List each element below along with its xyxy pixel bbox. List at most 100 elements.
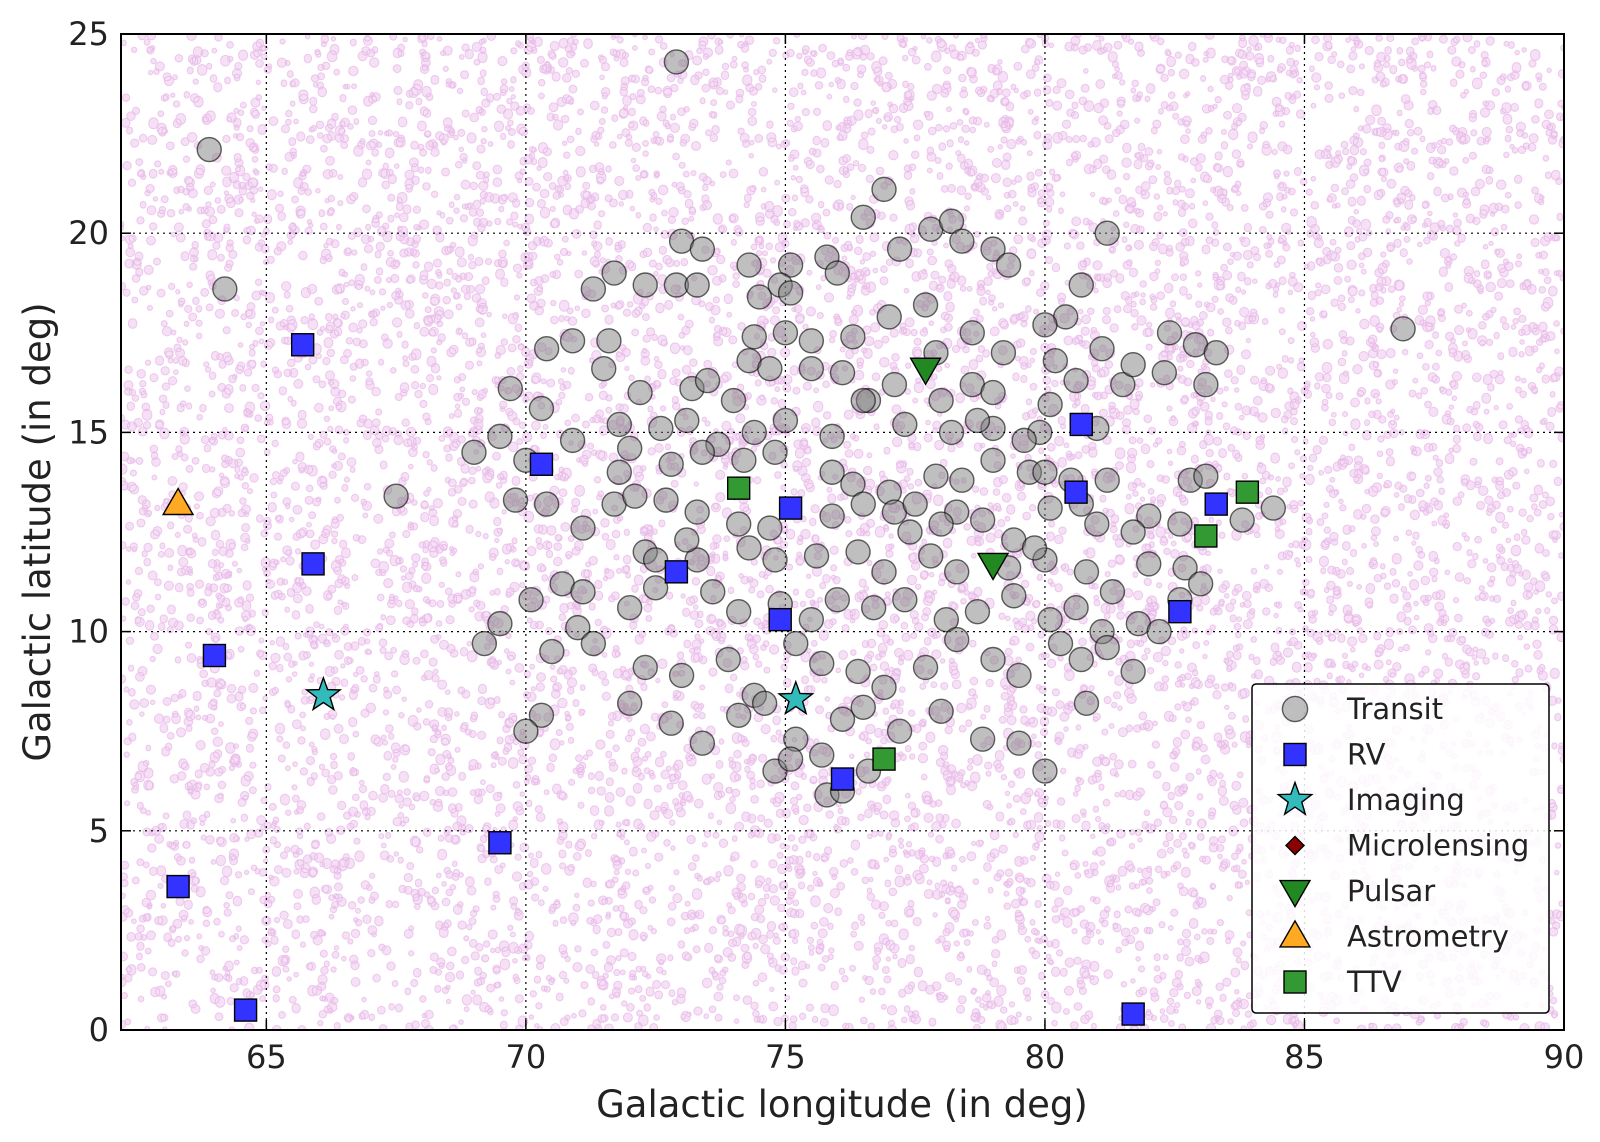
transit-point xyxy=(725,598,752,625)
legend-box xyxy=(1251,683,1550,1014)
transit-point xyxy=(736,535,762,561)
transit-point xyxy=(559,328,586,354)
transit-point xyxy=(1390,316,1416,342)
transit-point xyxy=(1094,634,1120,661)
transit-point xyxy=(871,674,897,701)
transit-point xyxy=(518,587,544,613)
y-axis-label: Galactic latitude (in deg) xyxy=(16,302,59,761)
transit-point xyxy=(783,630,809,657)
imaging-point xyxy=(304,675,343,712)
transit-point xyxy=(938,419,965,446)
transit-point xyxy=(798,606,825,633)
transit-point xyxy=(694,367,721,394)
y-tick-label: 25 xyxy=(68,15,109,53)
transit-point xyxy=(471,630,498,657)
transit-point xyxy=(819,503,845,529)
transit-point xyxy=(580,276,607,302)
transit-point xyxy=(1094,467,1120,493)
transit-point xyxy=(383,483,409,509)
transit-point xyxy=(1001,583,1027,609)
transit-point xyxy=(1136,551,1162,577)
transit-point xyxy=(1011,427,1037,454)
transit-point xyxy=(1187,571,1214,597)
field-stars xyxy=(121,34,1564,1030)
pulsar-point xyxy=(909,357,942,386)
transit-point xyxy=(1156,320,1183,346)
series-astrometry xyxy=(161,487,195,516)
transit-point xyxy=(700,579,726,605)
transit-point xyxy=(1229,507,1255,533)
transit-point xyxy=(980,236,1006,262)
transit-point xyxy=(964,598,991,625)
transit-point xyxy=(809,742,835,768)
transit-point xyxy=(622,483,648,509)
transit-point xyxy=(751,690,778,717)
transit-point xyxy=(746,284,773,310)
transit-point xyxy=(1032,459,1058,485)
transit-point xyxy=(1073,690,1100,717)
rv-point xyxy=(202,643,227,668)
transit-point xyxy=(757,515,783,541)
transit-point xyxy=(824,587,851,613)
transit-point xyxy=(949,228,975,254)
y-tick-label: 10 xyxy=(68,613,109,651)
rv-point xyxy=(1064,480,1088,504)
transit-point xyxy=(1094,220,1120,246)
transit-point xyxy=(943,559,970,585)
transit-point xyxy=(809,650,835,677)
legend-marker-ttv xyxy=(1283,970,1307,994)
transit-point xyxy=(674,407,700,434)
transit-point xyxy=(580,630,607,657)
rv-point xyxy=(166,874,190,899)
rv-point xyxy=(768,607,792,632)
transit-point xyxy=(616,435,643,462)
transit-point xyxy=(1032,758,1058,784)
transit-point xyxy=(762,439,788,466)
transit-point xyxy=(918,543,944,569)
transit-point xyxy=(850,204,876,230)
transit-point xyxy=(902,491,928,517)
transit-point xyxy=(1120,351,1146,378)
transit-point xyxy=(959,320,985,346)
transit-point xyxy=(731,447,757,473)
transit-point xyxy=(1260,495,1287,521)
transit-point xyxy=(497,375,523,402)
transit-point xyxy=(1172,555,1198,581)
transit-point xyxy=(591,355,617,382)
transit-point xyxy=(616,594,643,621)
transit-point xyxy=(570,515,596,541)
transit-point xyxy=(912,654,939,681)
transit-point xyxy=(762,547,788,573)
transit-point xyxy=(969,507,996,533)
imaging-point xyxy=(777,679,815,716)
transit-point xyxy=(1084,511,1110,537)
transit-point xyxy=(933,606,960,633)
transit-point xyxy=(674,527,700,553)
transit-point xyxy=(196,136,222,163)
transit-point xyxy=(1006,730,1032,756)
series-ttv xyxy=(726,476,1260,771)
transit-point xyxy=(528,395,555,422)
x-tick-label: 90 xyxy=(1544,1038,1585,1076)
transit-point xyxy=(632,654,658,681)
legend-marker-microlensing xyxy=(1285,835,1305,856)
transit-point xyxy=(689,439,716,466)
transit-point xyxy=(824,260,851,286)
transit-point xyxy=(1110,371,1136,398)
transit-point xyxy=(1099,579,1126,605)
transit-point xyxy=(897,519,923,545)
transit-point xyxy=(533,491,560,517)
transit-point xyxy=(772,320,799,346)
rv-point xyxy=(529,452,554,476)
transit-point xyxy=(1120,658,1146,685)
transit-point xyxy=(684,272,710,298)
transit-point xyxy=(777,280,804,306)
transit-point xyxy=(502,487,529,513)
transit-point xyxy=(829,706,856,732)
data-points xyxy=(161,49,1416,1026)
rv-point xyxy=(488,831,512,855)
rv-point xyxy=(1204,492,1228,516)
rv-point xyxy=(1069,412,1093,437)
y-tick-label: 5 xyxy=(89,812,109,850)
axis-ticks: 65 70 75 80 85 90 0 5 10 15 20 25 xyxy=(68,15,1584,1076)
